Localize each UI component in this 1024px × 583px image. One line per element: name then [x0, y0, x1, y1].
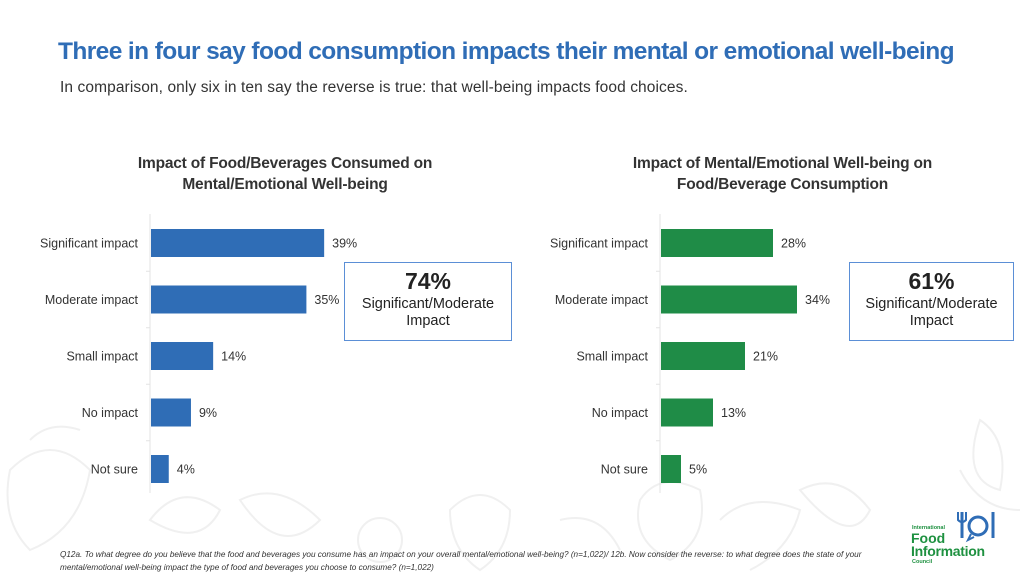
right-value-label: 28%	[781, 237, 806, 251]
logo-line-information: Information	[911, 543, 985, 559]
right-category-label: Not sure	[601, 463, 648, 477]
left-chart-title: Impact of Food/Beverages Consumed on Men…	[95, 153, 475, 195]
ific-logo: International Food Information Council	[908, 508, 1018, 566]
right-bar-significant-impact	[661, 229, 773, 257]
right-bar-not-sure	[661, 455, 681, 483]
right-callout-label-line-2: Impact	[909, 313, 954, 329]
right-callout-value: 61%	[908, 268, 955, 294]
logo-line-food: Food	[911, 530, 946, 546]
left-bar-not-sure	[151, 455, 169, 483]
right-bar-no-impact	[661, 398, 713, 427]
footnote: Q12a. To what degree do you believe that…	[60, 550, 862, 572]
left-value-label: 39%	[332, 237, 357, 251]
right-value-label: 5%	[689, 463, 707, 477]
right-value-label: 34%	[805, 293, 830, 307]
logo-line-international: International	[912, 525, 946, 531]
right-chart-title-line-2: Food/Beverage Consumption	[676, 176, 889, 193]
left-category-label: Moderate impact	[45, 293, 139, 307]
logo-line-council: Council	[912, 559, 933, 565]
right-value-label: 13%	[721, 406, 746, 420]
right-category-label: Small impact	[576, 350, 648, 364]
left-value-label: 14%	[221, 350, 246, 364]
plate-fork-knife-icon	[957, 512, 995, 543]
left-callout-label-line-1: Significant/Moderate	[361, 296, 495, 312]
right-category-label: No impact	[592, 406, 649, 420]
right-chart-title-line-1: Impact of Mental/Emotional Well-being on	[632, 155, 933, 172]
left-bar-moderate-impact	[151, 285, 307, 314]
right-callout-label-line-1: Significant/Moderate	[865, 296, 998, 312]
page-subtitle: In comparison, only six in ten say the r…	[60, 79, 688, 96]
left-value-label: 9%	[199, 406, 217, 420]
left-category-label: Significant impact	[40, 237, 138, 251]
left-callout-label-line-2: Impact	[406, 313, 450, 329]
left-value-label: 35%	[314, 293, 339, 307]
left-category-label: Not sure	[91, 463, 138, 477]
left-bar-significant-impact	[151, 229, 325, 257]
right-category-label: Moderate impact	[555, 293, 649, 307]
page-title: Three in four say food consumption impac…	[58, 38, 955, 65]
left-callout-box: 74% Significant/Moderate Impact	[344, 262, 512, 341]
left-category-label: Small impact	[66, 350, 138, 364]
left-chart-title-line-2: Mental/Emotional Well-being	[182, 176, 388, 193]
left-bar-small-impact	[151, 342, 214, 370]
right-callout-box: 61% Significant/Moderate Impact	[849, 262, 1014, 341]
left-chart-title-line-1: Impact of Food/Beverages Consumed on	[137, 155, 433, 172]
right-bar-small-impact	[661, 342, 745, 370]
right-chart-title: Impact of Mental/Emotional Well-being on…	[595, 153, 970, 195]
right-value-label: 21%	[753, 350, 778, 364]
left-value-label: 4%	[177, 463, 195, 477]
right-category-label: Significant impact	[550, 237, 648, 251]
right-bar-moderate-impact	[661, 285, 797, 314]
left-category-label: No impact	[82, 406, 139, 420]
left-callout-value: 74%	[404, 268, 452, 294]
left-bar-no-impact	[151, 398, 191, 427]
